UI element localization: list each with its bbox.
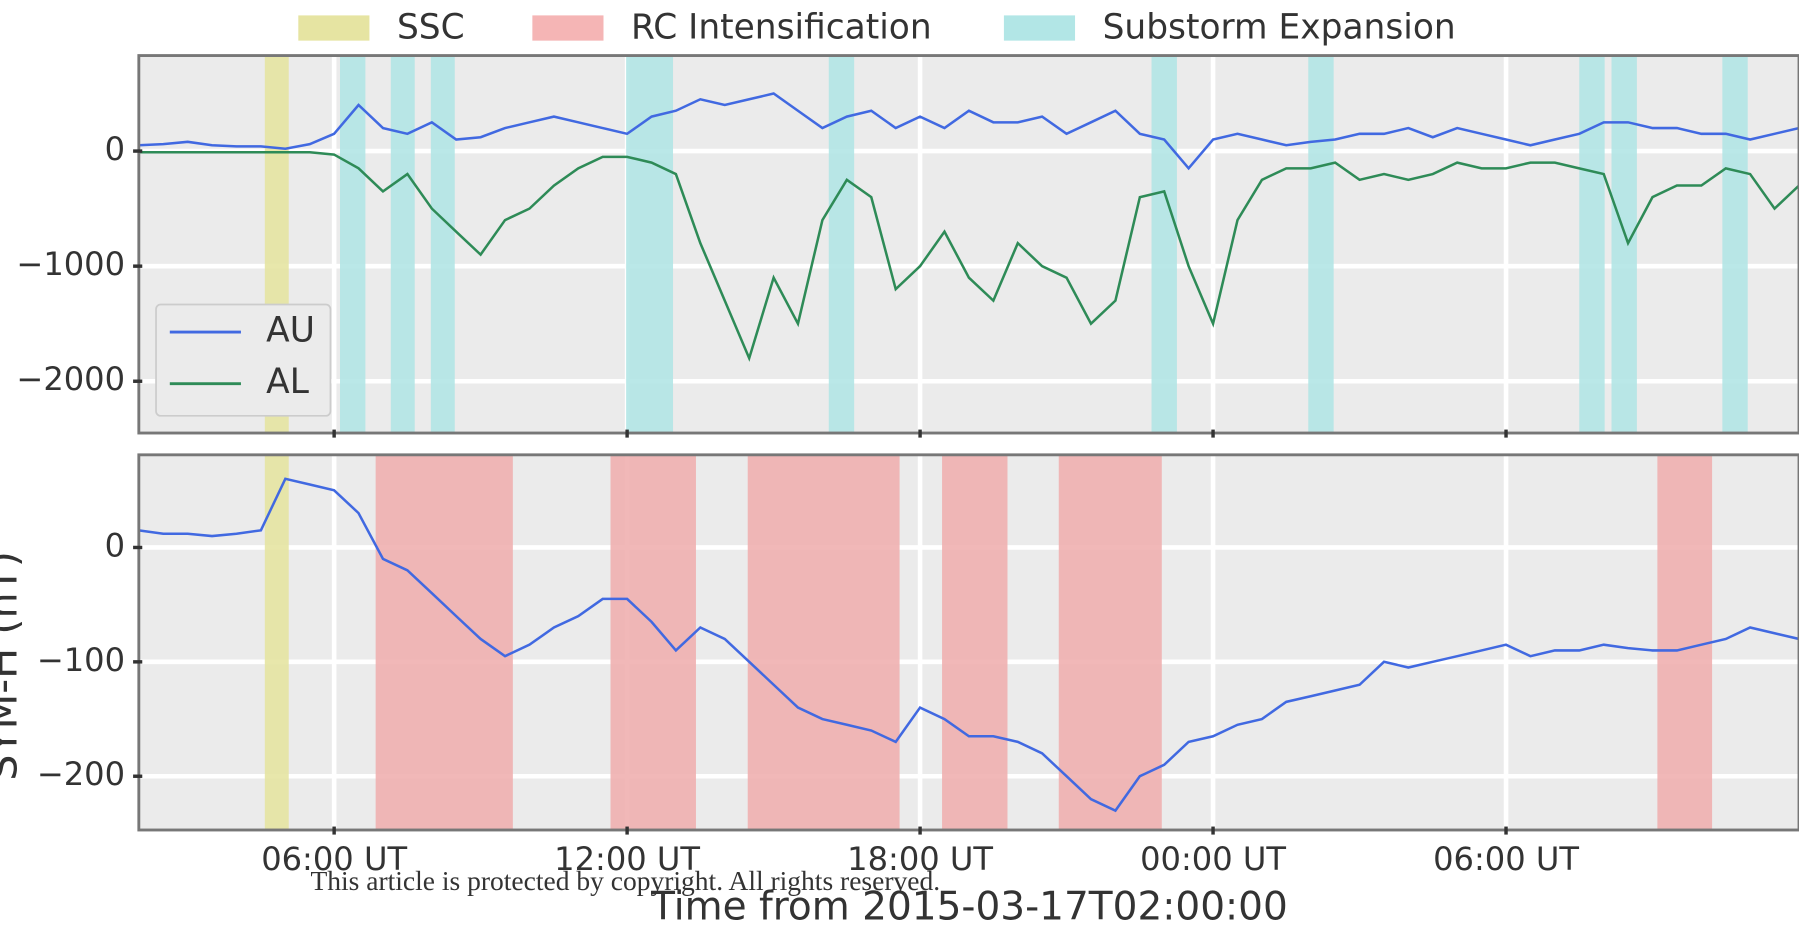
y-tick-label: −2000 xyxy=(16,360,125,398)
y-axis-label: SYM-H (nT) xyxy=(0,551,27,781)
shaded-interval xyxy=(828,55,855,434)
y-tick-label: −100 xyxy=(37,641,125,679)
x-tick-label: 06:00 UT xyxy=(1433,840,1579,878)
watermark: This article is protected by copyright. … xyxy=(310,865,940,896)
plot-background xyxy=(138,55,1799,434)
shaded-interval xyxy=(375,454,513,830)
shaded-interval xyxy=(1579,55,1605,434)
shaded-interval xyxy=(1722,55,1748,434)
shaded-interval xyxy=(1058,454,1162,830)
x-tick-label: 00:00 UT xyxy=(1140,840,1286,878)
shaded-interval xyxy=(390,55,415,434)
data-line xyxy=(138,92,1799,171)
legend-label: RC Intensification xyxy=(631,8,932,48)
legend-swatch xyxy=(532,15,604,41)
shaded-interval xyxy=(747,454,900,830)
data-line xyxy=(138,151,1799,362)
y-tick-label: −200 xyxy=(37,755,125,793)
x-tick-label: 12:00 UT xyxy=(554,840,700,878)
shaded-interval xyxy=(264,454,289,830)
shaded-interval xyxy=(610,454,696,830)
y-tick-label: 0 xyxy=(105,130,125,168)
shaded-interval xyxy=(1657,454,1713,830)
y-tick-label: 0 xyxy=(105,526,125,564)
legend-label: SSC xyxy=(397,8,465,48)
shaded-interval xyxy=(1308,55,1334,434)
y-tick-label: −1000 xyxy=(16,245,125,283)
x-tick-label: 18:00 UT xyxy=(847,840,993,878)
plot-frame xyxy=(137,453,1799,832)
shaded-interval xyxy=(942,454,1008,830)
shaded-interval xyxy=(1151,55,1177,434)
shaded-interval xyxy=(1611,55,1637,434)
shaded-interval xyxy=(430,55,455,434)
x-axis-label: Time from 2015-03-17T02:00:00 xyxy=(650,885,1288,928)
legend-label: Substorm Expansion xyxy=(1103,8,1456,48)
x-tick-label: 06:00 UT xyxy=(261,840,407,878)
shaded-interval xyxy=(339,55,366,434)
legend-swatch xyxy=(1003,15,1076,41)
legend-label: AL xyxy=(266,362,309,402)
plot-frame xyxy=(137,54,1799,435)
legend-label: AU xyxy=(266,311,315,351)
data-line xyxy=(138,477,1799,813)
legend-swatch xyxy=(298,15,370,41)
